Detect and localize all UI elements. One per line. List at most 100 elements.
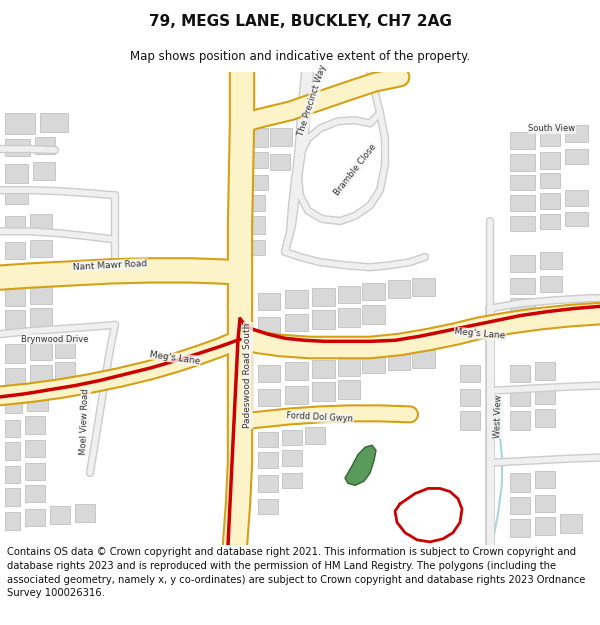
Polygon shape — [510, 278, 535, 294]
Polygon shape — [535, 386, 555, 404]
Polygon shape — [5, 139, 30, 156]
Text: West View: West View — [493, 394, 503, 438]
Polygon shape — [5, 488, 20, 506]
Polygon shape — [285, 386, 308, 404]
Polygon shape — [248, 175, 268, 190]
Polygon shape — [535, 471, 555, 488]
Text: Nant Mawr Road: Nant Mawr Road — [73, 259, 148, 272]
Polygon shape — [338, 381, 360, 399]
Text: 79, MEGS LANE, BUCKLEY, CH7 2AG: 79, MEGS LANE, BUCKLEY, CH7 2AG — [149, 14, 451, 29]
Polygon shape — [258, 475, 278, 491]
Polygon shape — [5, 396, 22, 413]
Polygon shape — [540, 214, 560, 229]
Polygon shape — [33, 162, 55, 180]
Polygon shape — [258, 452, 278, 468]
Polygon shape — [282, 430, 302, 445]
Polygon shape — [30, 308, 52, 327]
Polygon shape — [565, 149, 588, 164]
Polygon shape — [540, 252, 562, 269]
Text: Meg's Lane: Meg's Lane — [454, 328, 506, 341]
Polygon shape — [30, 365, 52, 382]
Text: Map shows position and indicative extent of the property.: Map shows position and indicative extent… — [130, 49, 470, 62]
Polygon shape — [535, 362, 555, 381]
Polygon shape — [258, 365, 280, 382]
Polygon shape — [412, 349, 435, 368]
Text: Padeswood Road South: Padeswood Road South — [244, 322, 253, 428]
Text: Brynwood Drive: Brynwood Drive — [21, 335, 89, 344]
Polygon shape — [362, 282, 385, 300]
Polygon shape — [5, 368, 25, 386]
Polygon shape — [25, 509, 45, 526]
Polygon shape — [5, 512, 20, 529]
Polygon shape — [510, 519, 530, 537]
Polygon shape — [565, 190, 588, 206]
Polygon shape — [25, 416, 45, 434]
Polygon shape — [25, 462, 45, 480]
Polygon shape — [338, 308, 360, 327]
Polygon shape — [30, 286, 52, 304]
Polygon shape — [510, 175, 535, 190]
Polygon shape — [5, 311, 25, 329]
Polygon shape — [560, 514, 582, 532]
Text: Contains OS data © Crown copyright and database right 2021. This information is : Contains OS data © Crown copyright and d… — [7, 548, 586, 598]
Polygon shape — [540, 173, 560, 188]
Polygon shape — [30, 214, 52, 231]
Polygon shape — [27, 392, 48, 411]
Polygon shape — [510, 131, 535, 149]
Polygon shape — [282, 451, 302, 466]
Polygon shape — [248, 195, 265, 211]
Polygon shape — [270, 129, 292, 146]
Polygon shape — [248, 129, 268, 147]
Polygon shape — [345, 445, 376, 486]
Polygon shape — [510, 195, 535, 211]
Polygon shape — [540, 152, 560, 169]
Polygon shape — [540, 193, 560, 209]
Polygon shape — [510, 216, 535, 231]
Polygon shape — [5, 164, 28, 183]
Polygon shape — [535, 409, 555, 427]
Polygon shape — [25, 440, 45, 456]
Polygon shape — [535, 518, 555, 535]
Polygon shape — [282, 473, 302, 488]
Polygon shape — [510, 365, 530, 382]
Polygon shape — [285, 314, 308, 331]
Polygon shape — [535, 494, 555, 512]
Polygon shape — [30, 342, 52, 360]
Polygon shape — [5, 242, 25, 259]
Polygon shape — [258, 293, 280, 311]
Polygon shape — [5, 113, 35, 134]
Polygon shape — [312, 382, 335, 401]
Polygon shape — [510, 298, 535, 314]
Polygon shape — [55, 339, 75, 357]
Polygon shape — [305, 427, 325, 444]
Polygon shape — [285, 290, 308, 308]
Text: Meg's Lane: Meg's Lane — [149, 350, 201, 366]
Polygon shape — [510, 411, 530, 430]
Text: Bramble Close: Bramble Close — [332, 142, 378, 197]
Polygon shape — [5, 466, 20, 483]
Polygon shape — [510, 473, 530, 491]
Polygon shape — [248, 152, 268, 168]
Polygon shape — [540, 129, 560, 146]
Polygon shape — [258, 389, 280, 406]
Polygon shape — [540, 276, 562, 292]
Polygon shape — [388, 352, 410, 370]
Polygon shape — [460, 365, 480, 382]
Polygon shape — [285, 362, 308, 381]
Polygon shape — [565, 126, 588, 142]
Polygon shape — [258, 317, 280, 334]
Polygon shape — [258, 499, 278, 514]
Polygon shape — [5, 288, 25, 306]
Polygon shape — [312, 311, 335, 329]
Polygon shape — [30, 239, 52, 257]
Polygon shape — [362, 306, 385, 324]
Polygon shape — [35, 137, 55, 154]
Polygon shape — [50, 506, 70, 524]
Polygon shape — [510, 389, 530, 406]
Polygon shape — [510, 255, 535, 272]
Polygon shape — [338, 357, 360, 376]
Text: The Precinct Way: The Precinct Way — [296, 64, 328, 138]
Polygon shape — [5, 344, 25, 363]
Polygon shape — [5, 442, 20, 459]
Polygon shape — [338, 286, 360, 303]
